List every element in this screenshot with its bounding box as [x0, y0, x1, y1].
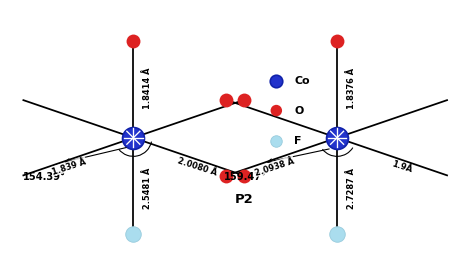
Point — [333, 39, 341, 44]
Text: 2.0080 Å: 2.0080 Å — [177, 156, 219, 177]
Point — [333, 136, 341, 140]
Text: 159.47°: 159.47° — [224, 172, 267, 182]
Point — [240, 98, 248, 102]
Point — [240, 174, 248, 178]
Text: O: O — [294, 106, 303, 116]
Point — [273, 109, 280, 113]
Point — [129, 39, 137, 44]
Text: 1.839 Å: 1.839 Å — [51, 157, 87, 176]
Text: 1.8376 Å: 1.8376 Å — [347, 68, 356, 108]
Point — [129, 232, 137, 237]
Text: 1.9Å: 1.9Å — [390, 159, 413, 174]
Text: Co: Co — [294, 76, 310, 86]
Text: F: F — [294, 136, 301, 146]
Point — [129, 136, 137, 140]
Text: 2.0938 Å: 2.0938 Å — [253, 156, 295, 177]
Text: 1.8414 Å: 1.8414 Å — [143, 67, 152, 109]
Text: 2.5481 Å: 2.5481 Å — [143, 167, 152, 209]
Point — [222, 98, 230, 102]
Point — [273, 139, 280, 143]
Text: 154.39°: 154.39° — [22, 172, 65, 182]
Point — [222, 174, 230, 178]
Text: P2: P2 — [235, 192, 254, 205]
Text: 2.7287 Å: 2.7287 Å — [347, 168, 356, 208]
Point — [333, 232, 341, 237]
Point — [273, 79, 280, 83]
